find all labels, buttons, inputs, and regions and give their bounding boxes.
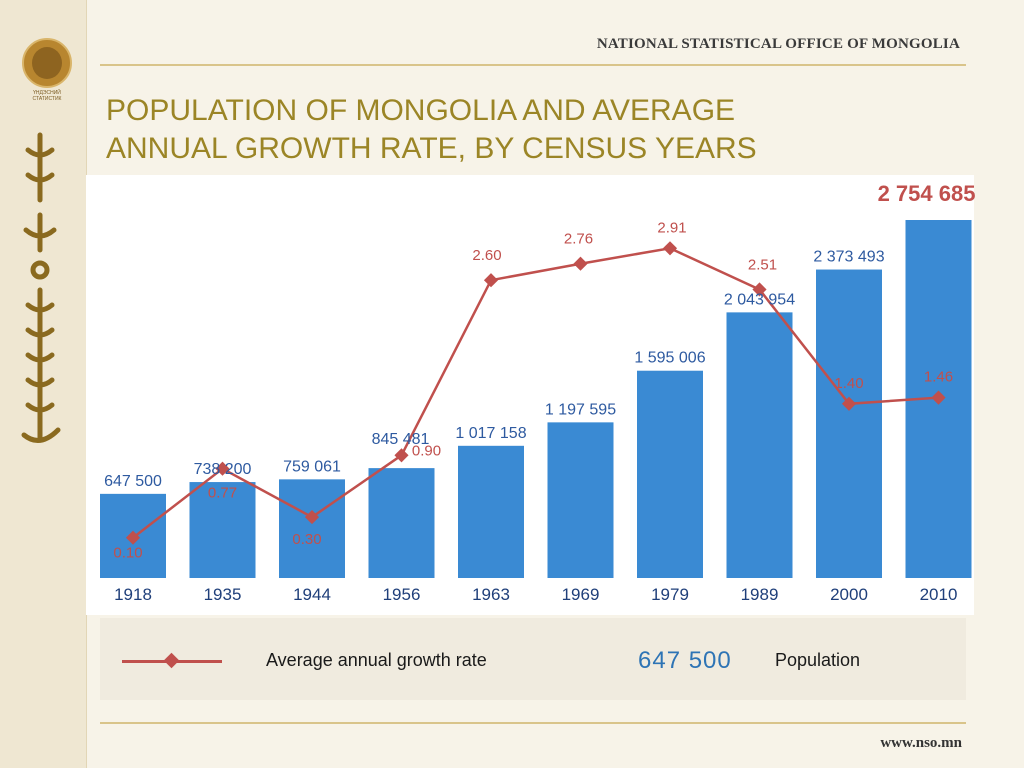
population-value-label: 2 043 954 bbox=[724, 291, 795, 308]
x-tick-label: 1969 bbox=[562, 585, 600, 604]
soyombo-emblem-icon bbox=[32, 47, 62, 79]
growth-rate-value-label: 0.30 bbox=[292, 531, 321, 548]
growth-rate-point bbox=[573, 256, 588, 271]
growth-rate-value-label: 1.40 bbox=[834, 375, 863, 392]
growth-rate-value-label: 0.90 bbox=[412, 442, 441, 459]
growth-rate-value-label: 0.77 bbox=[208, 485, 237, 502]
x-tick-label: 1956 bbox=[383, 585, 421, 604]
nso-logo: ҮНДЭСНИЙ СТАТИСТИК bbox=[22, 38, 72, 102]
population-value-label: 2 754 685 bbox=[878, 181, 976, 206]
population-bar bbox=[368, 468, 435, 578]
growth-rate-value-label: 1.46 bbox=[924, 369, 953, 386]
population-bar bbox=[547, 422, 614, 578]
legend-population-label: Population bbox=[775, 650, 861, 670]
growth-rate-point bbox=[394, 448, 409, 463]
growth-rate-line bbox=[132, 246, 939, 539]
x-tick-label: 1979 bbox=[651, 585, 689, 604]
population-value-label: 738 200 bbox=[194, 461, 252, 478]
growth-rate-point bbox=[931, 390, 946, 405]
logo-caption: ҮНДЭСНИЙ СТАТИСТИК bbox=[32, 90, 62, 102]
growth-rate-point bbox=[662, 241, 678, 256]
growth-rate-point bbox=[483, 273, 499, 288]
population-bar bbox=[637, 370, 703, 578]
growth-rate-point bbox=[752, 282, 767, 297]
population-value-label: 2 373 493 bbox=[813, 249, 884, 266]
population-value-label: 1 595 006 bbox=[634, 350, 705, 367]
population-value-label: 1 197 595 bbox=[545, 401, 616, 418]
population-value-label: 1 017 158 bbox=[455, 425, 526, 442]
population-bar bbox=[726, 312, 793, 578]
x-tick-label: 1918 bbox=[114, 585, 152, 604]
x-tick-label: 1944 bbox=[293, 585, 331, 604]
decorative-side-strip: ҮНДЭСНИЙ СТАТИСТИК bbox=[0, 0, 87, 768]
growth-rate-point bbox=[304, 510, 320, 525]
growth-rate-value-label: 2.76 bbox=[564, 231, 593, 248]
population-value-label: 647 500 bbox=[104, 473, 162, 490]
website-url: www.nso.mn bbox=[880, 735, 962, 751]
growth-rate-value-label: 2.51 bbox=[748, 256, 777, 273]
x-tick-label: 1935 bbox=[204, 585, 242, 604]
legend-panel bbox=[100, 618, 966, 700]
legend-rate-label: Average annual growth rate bbox=[266, 650, 487, 670]
growth-rate-value-label: 0.10 bbox=[113, 545, 142, 562]
title-line-2: ANNUAL GROWTH RATE, BY CENSUS YEARS bbox=[106, 132, 757, 165]
population-bar bbox=[189, 482, 256, 578]
population-bar bbox=[458, 445, 524, 578]
population-bar bbox=[816, 269, 882, 578]
x-tick-label: 1963 bbox=[472, 585, 510, 604]
top-divider bbox=[100, 64, 966, 66]
x-tick-label: 1989 bbox=[741, 585, 779, 604]
bottom-divider bbox=[100, 722, 966, 724]
growth-rate-value-label: 2.60 bbox=[472, 247, 501, 264]
growth-rate-point bbox=[841, 396, 857, 411]
growth-rate-point bbox=[125, 530, 141, 545]
x-tick-label: 2000 bbox=[830, 585, 868, 604]
growth-rate-point bbox=[215, 461, 230, 476]
title-line-1: POPULATION OF MONGOLIA AND AVERAGE bbox=[106, 94, 736, 127]
growth-rate-value-label: 2.91 bbox=[657, 219, 686, 236]
page-title: POPULATION OF MONGOLIA AND AVERAGE ANNUA… bbox=[106, 92, 866, 168]
mongolian-script-text bbox=[21, 132, 61, 443]
x-tick-label: 2010 bbox=[920, 585, 958, 604]
population-value-label: 759 061 bbox=[283, 458, 341, 475]
organization-name: NATIONAL STATISTICAL OFFICE OF MONGOLIA bbox=[596, 36, 960, 52]
population-value-label: 845 481 bbox=[372, 431, 430, 448]
population-bar bbox=[279, 479, 345, 578]
legend-population-sample: 647 500 bbox=[638, 647, 732, 674]
